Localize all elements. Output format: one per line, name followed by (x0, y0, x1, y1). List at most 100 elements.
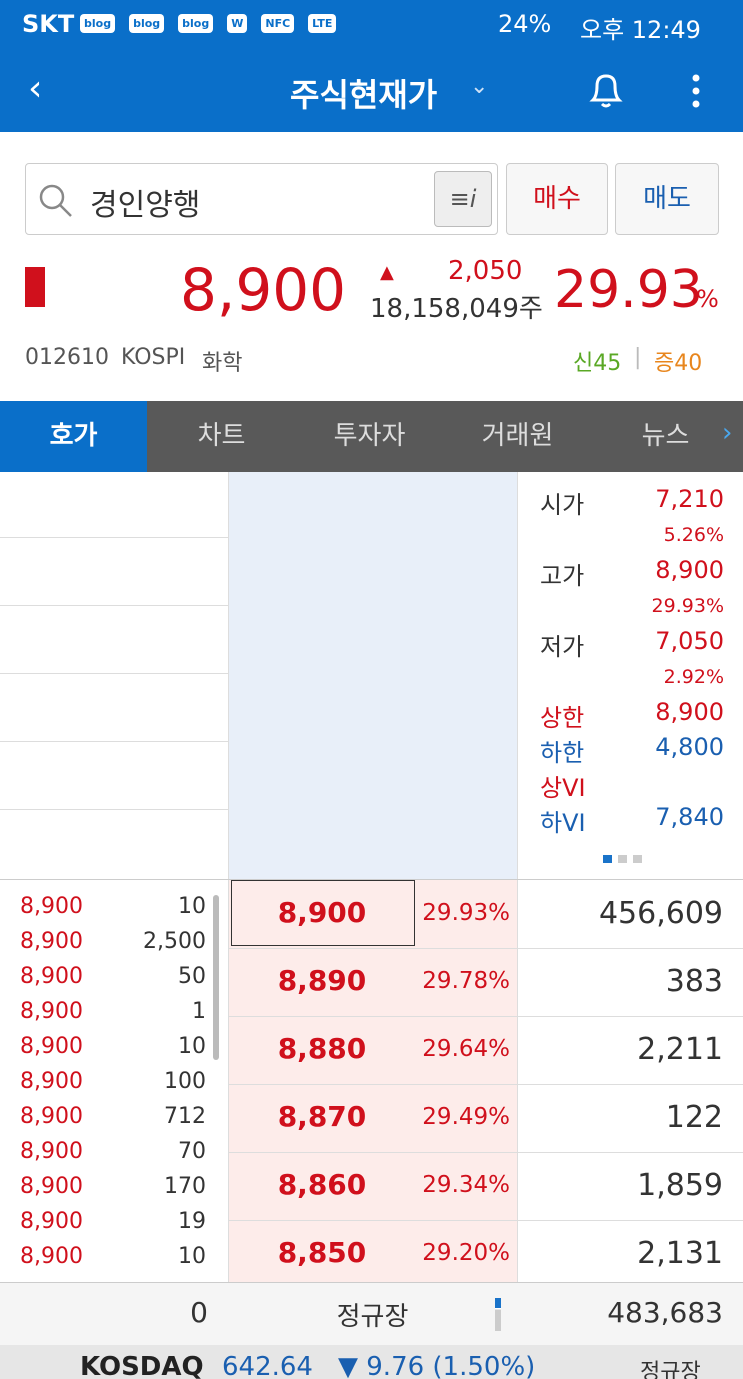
trade-qty: 50 (178, 964, 206, 989)
info-label: 고가 (540, 562, 585, 590)
session-indicator (495, 1298, 501, 1331)
bid-price[interactable]: 8,870 (277, 1100, 367, 1133)
trade-price: 8,900 (20, 1139, 83, 1164)
status-icon: LTE (308, 14, 337, 33)
up-arrow: ▲ (380, 262, 394, 283)
bid-price[interactable]: 8,880 (277, 1032, 367, 1065)
bid-rate: 29.78% (422, 968, 510, 994)
current-price: 8,900 (180, 256, 347, 324)
trade-price: 8,900 (20, 1174, 83, 1199)
ask-price-column (228, 472, 517, 880)
info-label: 하VI (540, 809, 586, 837)
market: KOSPI (121, 345, 186, 370)
divider (0, 879, 743, 880)
trade-price: 8,900 (20, 999, 83, 1024)
tab[interactable]: 뉴스 (641, 421, 690, 451)
tab[interactable]: 호가 (0, 401, 147, 472)
info-value: 7,050 (655, 627, 724, 655)
grid-line (0, 537, 228, 538)
divider (517, 472, 518, 1282)
tab-scroll-arrow[interactable]: › (722, 418, 733, 448)
bid-rate: 29.20% (422, 1240, 510, 1266)
ask-total: 0 (190, 1296, 208, 1329)
trade-qty: 19 (178, 1209, 206, 1234)
status-icon: blog (129, 14, 165, 33)
status-icon: NFC (261, 14, 295, 33)
buy-button[interactable]: 매수 (506, 163, 608, 235)
row-divider (229, 1016, 743, 1017)
info-value: 7,210 (655, 485, 724, 513)
bid-price[interactable]: 8,860 (277, 1168, 367, 1201)
dropdown-arrow[interactable]: ⌄ (470, 74, 489, 99)
trade-price: 8,900 (20, 894, 83, 919)
info-value: 7,840 (655, 803, 724, 831)
bid-volume: 2,211 (637, 1032, 723, 1067)
ticker-change: ▼ 9.76 (1.50%) (338, 1352, 536, 1379)
footer (0, 1282, 743, 1346)
ticker-session: 정규장 (640, 1360, 701, 1379)
trade-qty: 100 (164, 1069, 206, 1094)
bid-rate: 29.64% (422, 1036, 510, 1062)
page-dot[interactable] (603, 855, 612, 863)
stock-code: 012610 (25, 345, 109, 370)
trade-qty: 170 (164, 1174, 206, 1199)
credit-rate: 신45 (573, 351, 622, 376)
grid-line (0, 809, 228, 810)
info-label: 상VI (540, 774, 586, 802)
trade-qty: 2,500 (143, 929, 206, 954)
bid-total: 483,683 (607, 1296, 723, 1329)
trade-price: 8,900 (20, 1034, 83, 1059)
trade-price: 8,900 (20, 929, 83, 954)
scrollbar (213, 895, 219, 1060)
grid-line (0, 741, 228, 742)
info-label: 상한 (540, 704, 585, 732)
volume: 18,158,049주 (370, 294, 543, 324)
info-label: 시가 (540, 491, 585, 519)
info-label: 하한 (540, 739, 585, 767)
separator: | (634, 345, 642, 370)
trade-qty: 70 (178, 1139, 206, 1164)
ticker-value: 642.64 (222, 1352, 313, 1379)
session: 정규장 (336, 1302, 409, 1332)
screen-title[interactable]: 주식현재가 (290, 76, 438, 114)
row-divider (229, 948, 743, 949)
tab[interactable]: 차트 (197, 421, 246, 451)
menu-icon[interactable] (688, 72, 704, 112)
price-change: 2,050 (448, 256, 523, 286)
carrier: SKT (22, 10, 75, 38)
search-icon (39, 184, 72, 217)
trade-qty: 10 (178, 1034, 206, 1059)
info-value: 4,800 (655, 733, 724, 761)
bid-price-column (229, 880, 517, 1282)
stock-info-button[interactable]: ≡i (434, 171, 492, 227)
tab[interactable]: 거래원 (481, 421, 554, 451)
divider (228, 472, 229, 1282)
bid-volume: 1,859 (637, 1168, 723, 1203)
trade-price: 8,900 (20, 1104, 83, 1129)
search-box[interactable] (25, 163, 498, 235)
page-dot[interactable] (633, 855, 642, 863)
status-icons: blog blog blog W NFC LTE (80, 14, 337, 33)
grid-line (0, 673, 228, 674)
bid-price[interactable]: 8,850 (277, 1236, 367, 1269)
change-rate: 29.93 (554, 260, 703, 320)
bid-volume: 456,609 (598, 896, 723, 931)
bell-icon[interactable] (585, 68, 627, 112)
status-icon: blog (80, 14, 116, 33)
status-icon: W (227, 14, 248, 33)
info-value: 8,900 (655, 698, 724, 726)
bid-price[interactable]: 8,900 (277, 896, 367, 929)
info-value: 8,900 (655, 556, 724, 584)
trade-qty: 1 (192, 999, 206, 1024)
info-rate: 29.93% (651, 595, 724, 617)
tab[interactable]: 투자자 (333, 421, 406, 451)
back-button[interactable]: ‹ (28, 68, 43, 109)
sell-button[interactable]: 매도 (615, 163, 719, 235)
selected-price-box (231, 880, 415, 946)
bid-price[interactable]: 8,890 (277, 964, 367, 997)
page-dot[interactable] (618, 855, 627, 863)
ticker-bar (0, 1345, 743, 1379)
trade-price: 8,900 (20, 1209, 83, 1234)
tab-bar: 호가 차트 투자자 거래원 뉴스 (0, 401, 743, 472)
